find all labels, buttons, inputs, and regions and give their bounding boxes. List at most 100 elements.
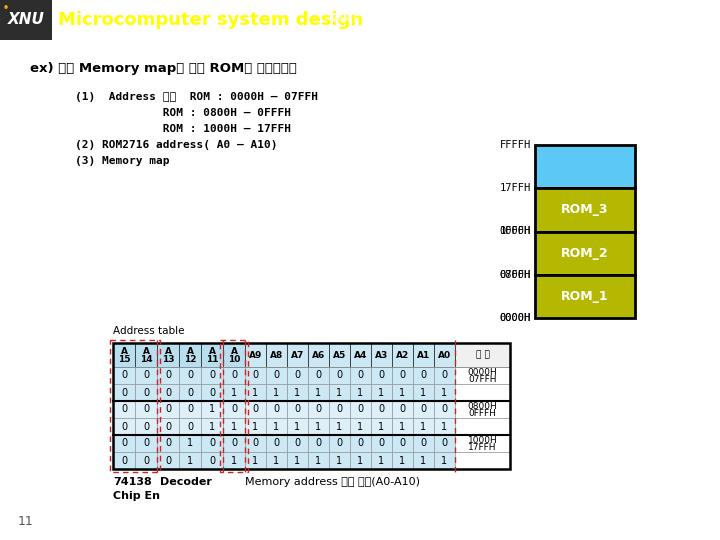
Bar [535,145,635,188]
Text: 0: 0 [357,438,364,449]
Text: 0: 0 [143,388,149,397]
Text: 1: 1 [336,456,343,465]
Text: 0: 0 [121,422,127,431]
Bar [308,435,329,452]
Text: 0FFFH: 0FFFH [500,226,531,237]
Bar [308,401,329,418]
Bar [434,367,455,384]
Bar [413,401,434,418]
Bar [135,418,157,435]
Bar [266,452,287,469]
Bar [201,384,223,401]
Bar [455,401,510,418]
Bar [455,418,510,435]
Text: 1: 1 [441,456,448,465]
Bar [392,343,413,367]
Text: A: A [186,347,194,355]
Bar [434,401,455,418]
Bar [434,418,455,435]
Text: A2: A2 [396,350,409,360]
Bar [245,343,266,367]
Bar [392,452,413,469]
Bar [266,343,287,367]
Bar [201,452,223,469]
Text: 1: 1 [315,388,322,397]
Bar [434,435,455,452]
Text: 1: 1 [379,422,384,431]
Text: 0800H: 0800H [467,402,498,410]
Bar [245,401,266,418]
Text: Microcomputer system design: Microcomputer system design [58,11,363,29]
Bar [371,418,392,435]
Bar [392,435,413,452]
Bar [392,367,413,384]
Text: 0: 0 [441,370,448,381]
Bar [287,367,308,384]
Bar [135,384,157,401]
Text: 0: 0 [231,370,237,381]
Text: 1000H: 1000H [500,226,531,237]
Text: 1: 1 [253,456,258,465]
Text: 13: 13 [162,355,174,364]
Bar [266,367,287,384]
Bar [308,418,329,435]
Bar [245,452,266,469]
Text: 1: 1 [400,388,405,397]
Text: 10: 10 [228,355,240,364]
Text: 0: 0 [357,370,364,381]
Text: NAM S.B MDLAB. Electronic Engineering, KNU: NAM S.B MDLAB. Electronic Engineering, K… [330,16,536,24]
Text: 0: 0 [315,438,322,449]
Bar [157,452,179,469]
Text: 17FFH: 17FFH [500,183,531,193]
Bar [287,401,308,418]
Text: 영 역: 영 역 [476,350,490,360]
Bar [223,418,245,435]
Bar [434,452,455,469]
Bar [201,343,223,367]
Bar [413,452,434,469]
Text: ROM_2: ROM_2 [561,247,609,260]
Text: A3: A3 [375,350,388,360]
Text: ROM_1: ROM_1 [561,290,609,303]
Bar [413,435,434,452]
Bar [113,418,135,435]
Bar [392,384,413,401]
Text: 0800H: 0800H [500,270,531,280]
Text: 0: 0 [420,438,426,449]
Bar [329,418,350,435]
Text: 1: 1 [400,422,405,431]
Text: 0: 0 [315,404,322,415]
Text: 07FFH: 07FFH [500,270,531,280]
Bar [329,343,350,367]
Text: 0000H: 0000H [467,368,498,376]
Text: 1: 1 [357,388,364,397]
Bar [0,0,52,40]
Bar [455,367,510,384]
Bar [287,452,308,469]
Text: 1: 1 [231,388,237,397]
Text: ROM : 1000H – 17FFH: ROM : 1000H – 17FFH [75,124,291,134]
Bar [245,384,266,401]
Text: 0: 0 [121,456,127,465]
Text: 0: 0 [336,404,343,415]
Bar [201,367,223,384]
Text: 1: 1 [357,456,364,465]
Text: 1: 1 [253,388,258,397]
Bar [157,343,179,367]
Text: 17FFH: 17FFH [468,443,497,453]
Text: A: A [120,347,127,355]
Bar [287,384,308,401]
Text: 1: 1 [336,388,343,397]
Bar [223,367,245,384]
Text: 0: 0 [294,404,300,415]
Bar [179,343,201,367]
Text: (3) Memory map: (3) Memory map [75,156,169,166]
Bar [329,452,350,469]
Text: 1000H: 1000H [467,436,498,444]
Text: •: • [3,3,9,13]
Text: 1: 1 [274,422,279,431]
Bar [113,367,135,384]
Bar [113,384,135,401]
Bar [157,418,179,435]
Bar [535,188,635,232]
